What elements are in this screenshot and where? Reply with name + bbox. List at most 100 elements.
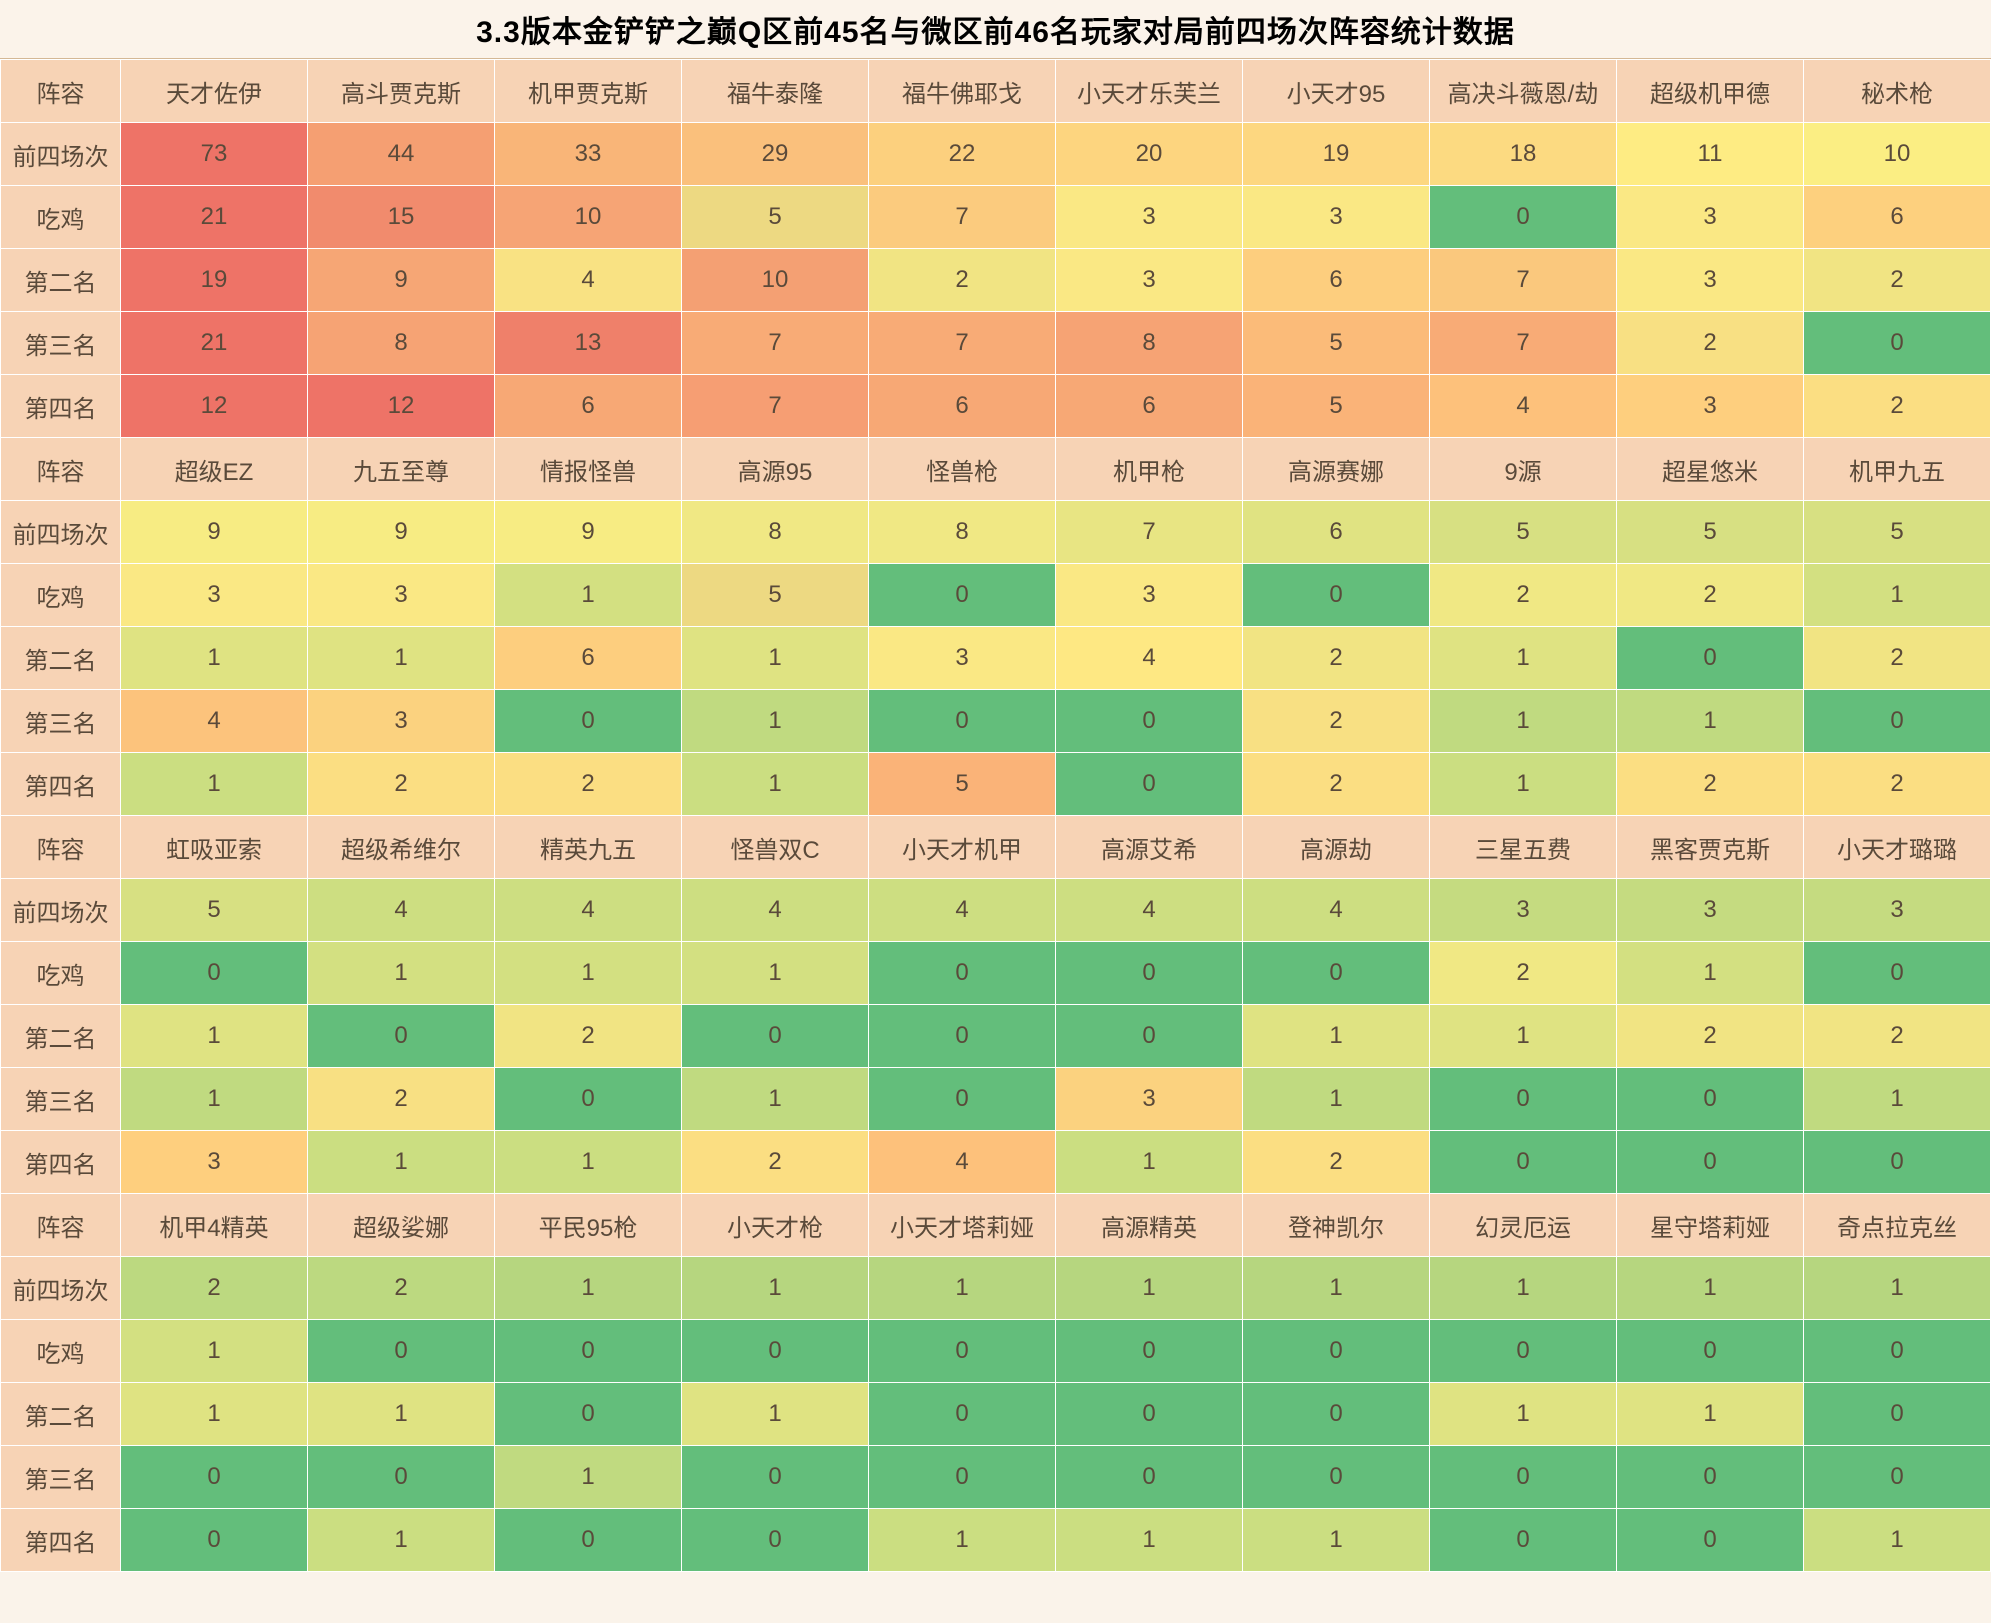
data-cell: 9 [495, 501, 682, 564]
data-cell: 0 [1243, 1446, 1430, 1509]
comp-header-cell: 高源95 [682, 438, 869, 501]
data-cell: 0 [1804, 690, 1991, 753]
data-cell: 7 [1056, 501, 1243, 564]
data-cell: 0 [495, 1509, 682, 1572]
data-cell: 2 [1804, 249, 1991, 312]
row-label: 前四场次 [1, 123, 121, 186]
data-cell: 2 [1617, 1005, 1804, 1068]
data-cell: 4 [495, 249, 682, 312]
data-cell: 8 [308, 312, 495, 375]
row-label: 第三名 [1, 1446, 121, 1509]
comp-header-cell: 高源艾希 [1056, 816, 1243, 879]
data-cell: 1 [1617, 942, 1804, 1005]
data-cell: 3 [308, 690, 495, 753]
data-cell: 1 [121, 627, 308, 690]
data-cell: 2 [1617, 312, 1804, 375]
data-cell: 0 [682, 1320, 869, 1383]
data-cell: 0 [869, 1068, 1056, 1131]
data-cell: 1 [121, 1383, 308, 1446]
data-cell: 6 [1243, 249, 1430, 312]
data-cell: 18 [1430, 123, 1617, 186]
data-cell: 29 [682, 123, 869, 186]
data-cell: 1 [869, 1509, 1056, 1572]
data-cell: 0 [121, 1509, 308, 1572]
row-label: 吃鸡 [1, 564, 121, 627]
data-cell: 0 [121, 1446, 308, 1509]
data-cell: 1 [308, 1131, 495, 1194]
data-cell: 19 [121, 249, 308, 312]
data-cell: 1 [495, 1257, 682, 1320]
data-cell: 1 [1430, 627, 1617, 690]
data-cell: 1 [1804, 1068, 1991, 1131]
data-cell: 1 [308, 627, 495, 690]
comp-header-cell: 小天才机甲 [869, 816, 1056, 879]
data-cell: 0 [1617, 1320, 1804, 1383]
data-cell: 1 [682, 690, 869, 753]
data-cell: 0 [1243, 1320, 1430, 1383]
data-cell: 6 [1056, 375, 1243, 438]
data-cell: 0 [1056, 942, 1243, 1005]
comp-header-cell: 平民95枪 [495, 1194, 682, 1257]
row-label-comp: 阵容 [1, 438, 121, 501]
data-cell: 6 [1243, 501, 1430, 564]
data-cell: 3 [1617, 375, 1804, 438]
row-label: 第三名 [1, 312, 121, 375]
row-label: 第二名 [1, 1383, 121, 1446]
data-cell: 4 [1430, 375, 1617, 438]
row-label-comp: 阵容 [1, 1194, 121, 1257]
comp-header-cell: 福牛泰隆 [682, 60, 869, 123]
row-label: 前四场次 [1, 501, 121, 564]
data-cell: 3 [1804, 879, 1991, 942]
data-cell: 0 [1056, 1005, 1243, 1068]
data-cell: 1 [682, 627, 869, 690]
data-cell: 0 [1804, 1320, 1991, 1383]
data-cell: 5 [1617, 501, 1804, 564]
data-cell: 0 [869, 690, 1056, 753]
data-cell: 0 [869, 1320, 1056, 1383]
data-cell: 1 [308, 1509, 495, 1572]
data-cell: 19 [1243, 123, 1430, 186]
data-cell: 10 [682, 249, 869, 312]
data-cell: 0 [1056, 1383, 1243, 1446]
data-cell: 1 [1056, 1509, 1243, 1572]
data-cell: 0 [869, 942, 1056, 1005]
comp-header-cell: 小天才枪 [682, 1194, 869, 1257]
row-label: 前四场次 [1, 879, 121, 942]
data-cell: 1 [682, 753, 869, 816]
data-cell: 0 [1243, 564, 1430, 627]
data-cell: 4 [495, 879, 682, 942]
data-cell: 73 [121, 123, 308, 186]
data-cell: 0 [1804, 942, 1991, 1005]
data-cell: 6 [869, 375, 1056, 438]
row-label-comp: 阵容 [1, 816, 121, 879]
data-cell: 0 [682, 1446, 869, 1509]
data-cell: 1 [495, 564, 682, 627]
data-cell: 0 [495, 690, 682, 753]
row-label: 吃鸡 [1, 186, 121, 249]
data-cell: 0 [1430, 1068, 1617, 1131]
data-cell: 8 [1056, 312, 1243, 375]
data-cell: 0 [1804, 1131, 1991, 1194]
data-cell: 2 [1804, 375, 1991, 438]
data-cell: 5 [121, 879, 308, 942]
comp-header-cell: 机甲九五 [1804, 438, 1991, 501]
comp-header-cell: 超星悠米 [1617, 438, 1804, 501]
row-label: 第四名 [1, 753, 121, 816]
data-cell: 7 [1430, 249, 1617, 312]
data-cell: 0 [1617, 627, 1804, 690]
data-cell: 2 [308, 753, 495, 816]
comp-header-cell: 超级机甲德 [1617, 60, 1804, 123]
data-cell: 1 [1056, 1131, 1243, 1194]
data-cell: 12 [121, 375, 308, 438]
data-cell: 5 [1804, 501, 1991, 564]
comp-header-cell: 黑客贾克斯 [1617, 816, 1804, 879]
comp-header-cell: 精英九五 [495, 816, 682, 879]
comp-header-cell: 登神凯尔 [1243, 1194, 1430, 1257]
comp-header-cell: 9源 [1430, 438, 1617, 501]
data-cell: 5 [1243, 375, 1430, 438]
data-cell: 0 [1617, 1446, 1804, 1509]
data-cell: 1 [1430, 1257, 1617, 1320]
data-cell: 0 [495, 1068, 682, 1131]
data-cell: 1 [495, 942, 682, 1005]
data-cell: 1 [1056, 1257, 1243, 1320]
